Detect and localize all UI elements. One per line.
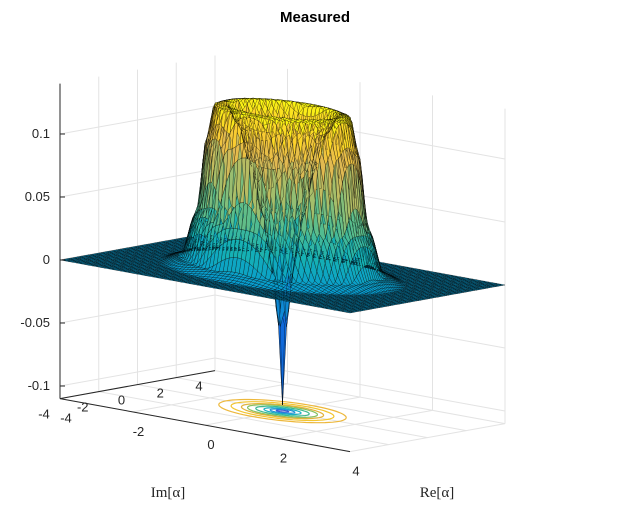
grid-line: [59, 294, 216, 324]
contour-line: [255, 405, 310, 417]
grid-line: [137, 384, 428, 439]
chart-title: Measured: [280, 9, 350, 26]
contour-line: [275, 409, 290, 413]
x-axis-line: [59, 398, 351, 453]
grid-line: [98, 391, 389, 446]
grid-line: [176, 377, 467, 432]
contour-line: [218, 398, 347, 424]
contour-line: [269, 408, 296, 414]
projected-contours: [218, 398, 347, 424]
surface-plot: [59, 97, 506, 405]
contour-line: [240, 403, 325, 420]
grid-line: [214, 357, 506, 412]
contour-line: [247, 404, 318, 419]
axis-lines: [59, 83, 351, 453]
grid-line: [59, 357, 216, 387]
grid-line: [59, 105, 216, 135]
contour-line: [230, 401, 335, 422]
grid-line: [214, 370, 506, 425]
grid-line: [214, 294, 506, 349]
grid-line: [59, 168, 216, 198]
y-axis-line: [59, 370, 216, 400]
contour-line: [263, 407, 302, 416]
